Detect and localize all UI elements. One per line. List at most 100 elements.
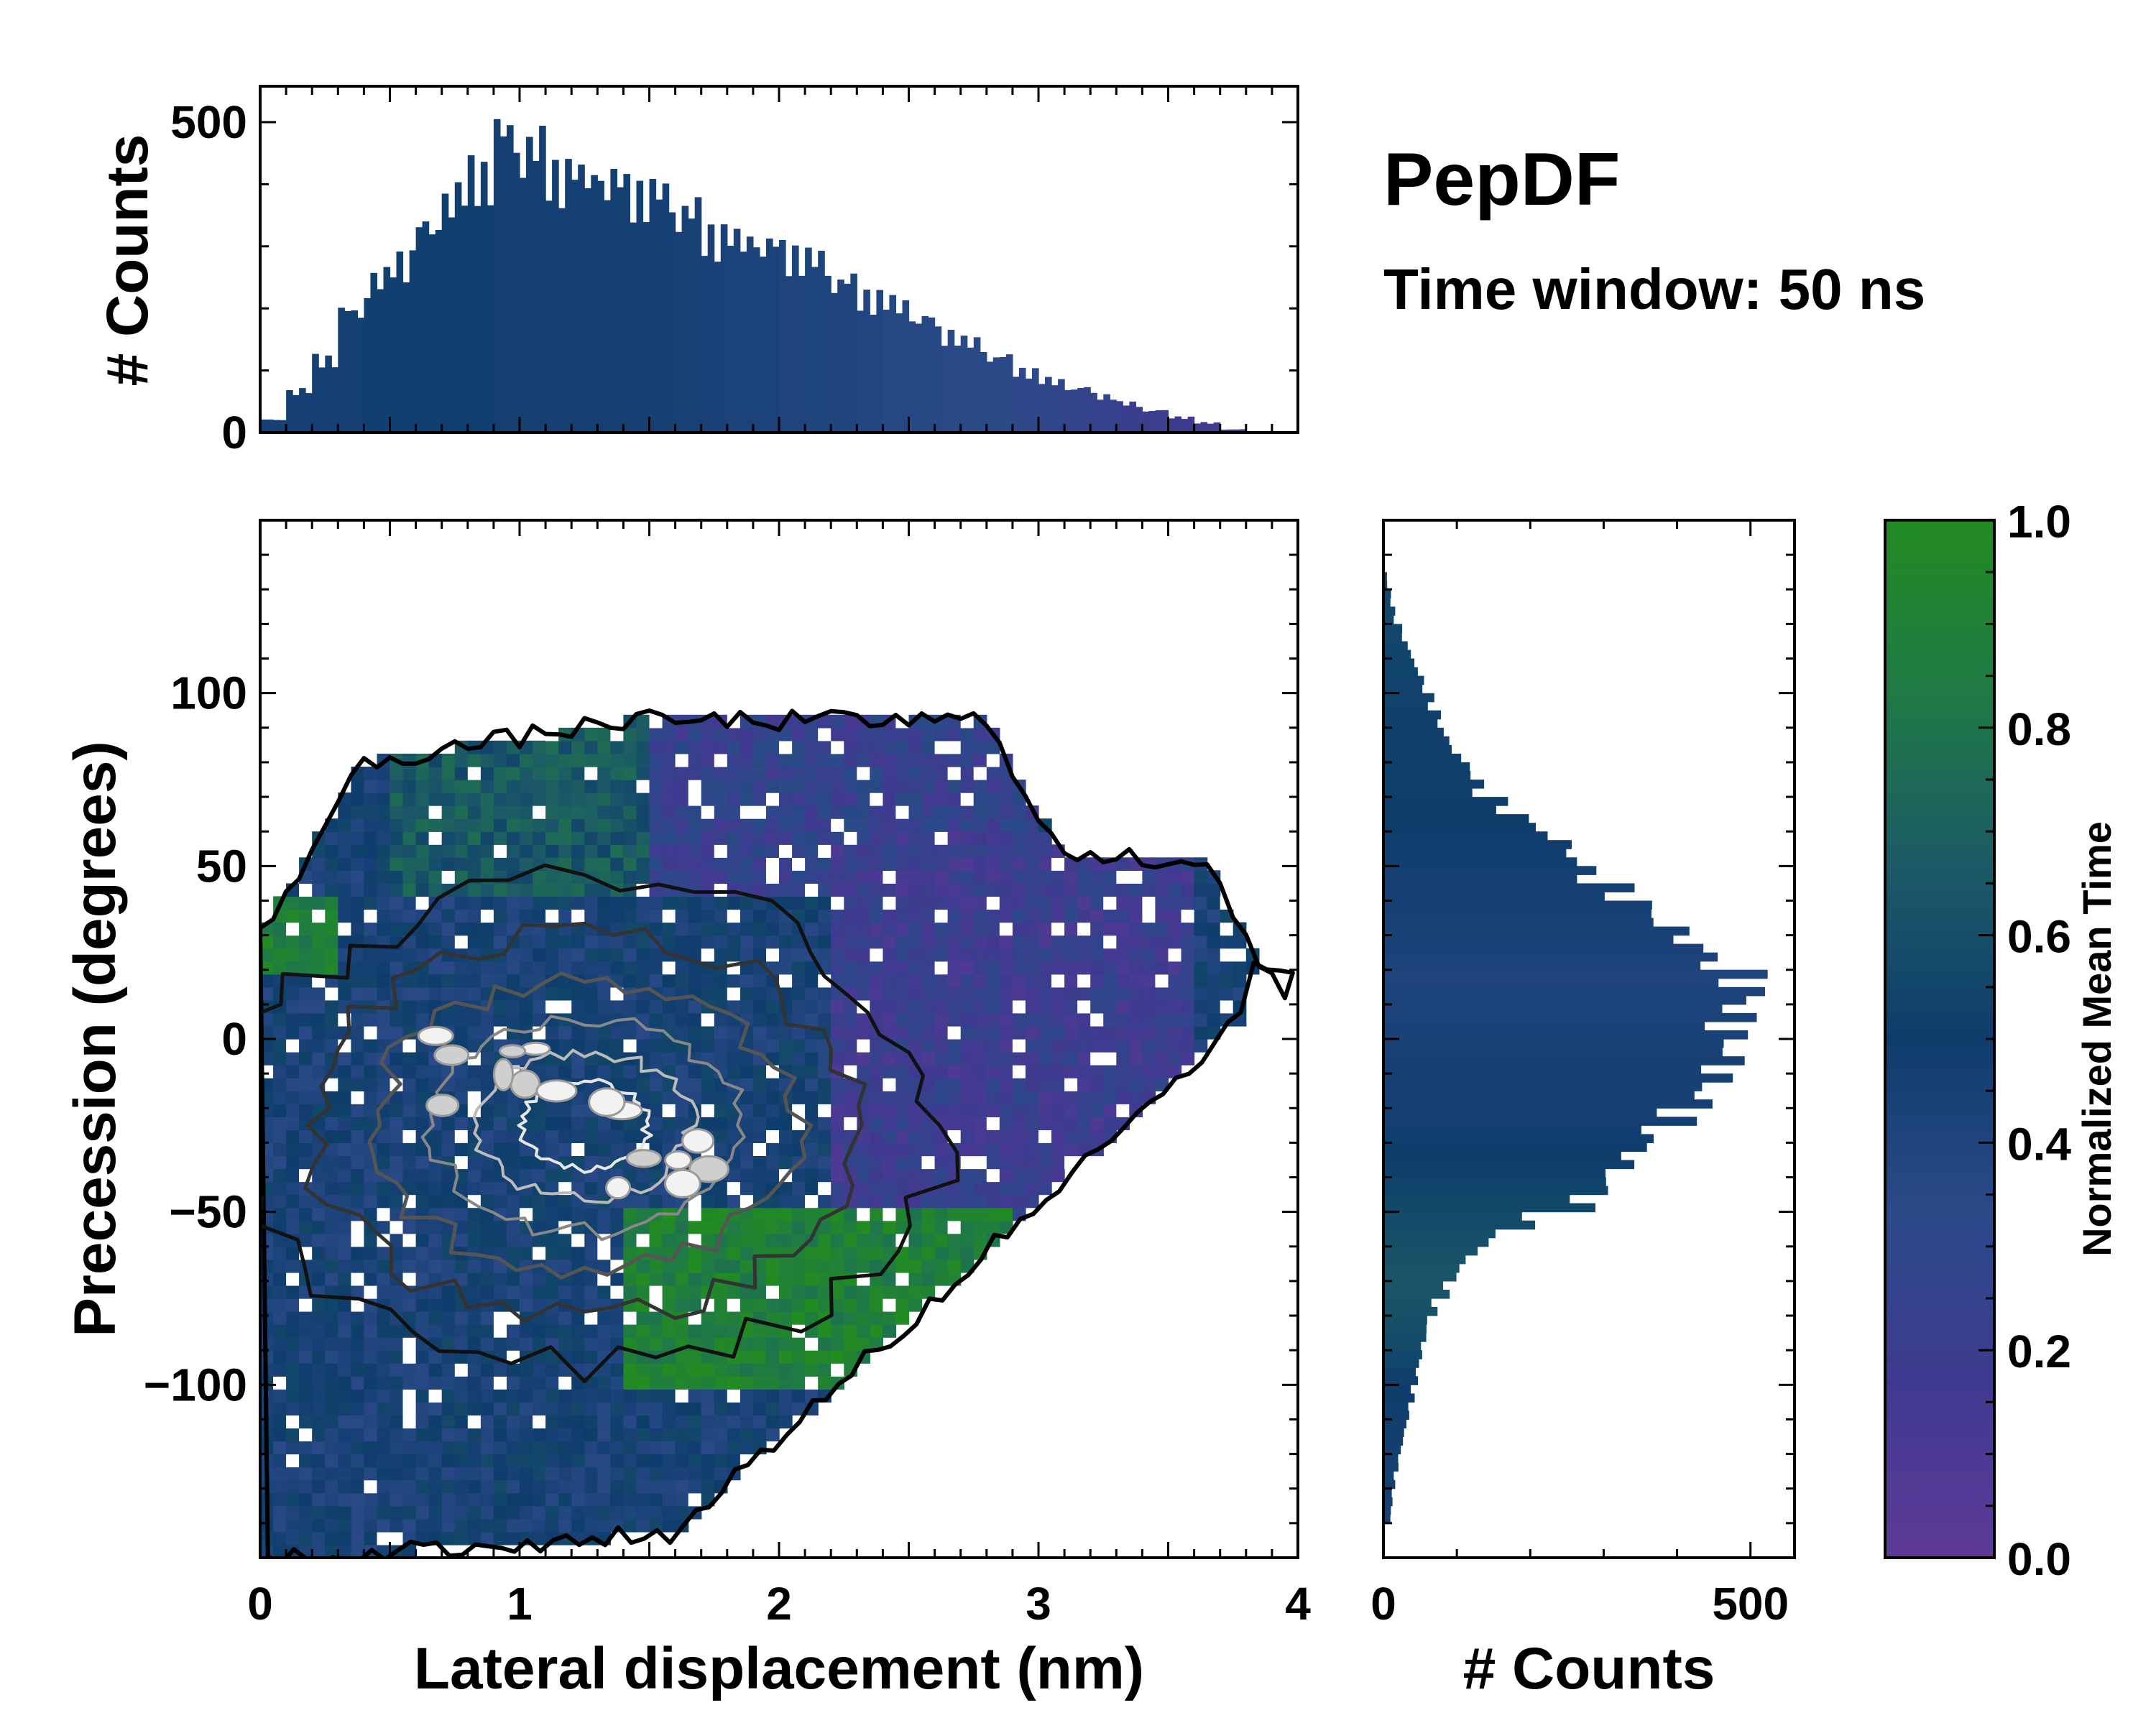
heatmap-cell <box>623 767 637 780</box>
heatmap-cell <box>883 727 897 741</box>
heatmap-cell <box>649 805 663 819</box>
heatmap-cell <box>623 740 637 754</box>
heatmap-cell <box>921 818 936 832</box>
heatmap-cell <box>675 1259 689 1273</box>
heatmap-cell <box>818 948 831 962</box>
heatmap-cell <box>1012 831 1026 845</box>
heatmap-cell <box>402 896 417 910</box>
heatmap-cell <box>1064 1129 1078 1143</box>
top-histogram-bar <box>1207 423 1215 433</box>
heatmap-cell <box>377 1466 391 1481</box>
heatmap-cell <box>273 1492 287 1507</box>
heatmap-cell <box>1025 948 1039 962</box>
heatmap-cell <box>636 896 650 910</box>
top-histogram-bar <box>480 162 488 433</box>
heatmap-cell <box>1129 1012 1143 1027</box>
heatmap-cell <box>662 999 676 1014</box>
heatmap-cell <box>441 961 456 975</box>
heatmap-cell <box>390 1441 404 1455</box>
heatmap-cell <box>1155 1012 1169 1027</box>
heatmap-cell <box>428 1428 443 1442</box>
heatmap-cell <box>312 1012 326 1027</box>
heatmap-cell <box>338 1194 351 1209</box>
heatmap-cell <box>390 883 404 897</box>
heatmap-cell <box>610 805 625 819</box>
top-histogram-bar <box>409 250 417 433</box>
heatmap-cell <box>766 1012 780 1027</box>
heatmap-cell <box>1181 948 1195 962</box>
heatmap-cell <box>662 1272 676 1286</box>
heatmap-cell <box>312 1272 326 1286</box>
density-peak-blob <box>605 1175 632 1200</box>
heatmap-cell <box>428 909 443 923</box>
heatmap-cell <box>364 844 378 858</box>
heatmap-cell <box>701 1479 715 1494</box>
heatmap-cell <box>870 1142 883 1157</box>
heatmap-cell <box>714 727 728 741</box>
heatmap-cell <box>1194 870 1208 884</box>
heatmap-cell <box>441 1492 456 1507</box>
heatmap-cell-empty <box>441 870 456 884</box>
heatmap-cell <box>273 1298 287 1312</box>
heatmap-cell <box>636 935 650 949</box>
heatmap-cell <box>1051 1117 1065 1130</box>
heatmap-cell <box>454 1492 469 1507</box>
heatmap-cell <box>714 1142 728 1157</box>
heatmap-cell <box>623 1466 637 1481</box>
heatmap-cell <box>752 844 767 858</box>
heatmap-cell <box>818 1052 831 1066</box>
heatmap-cell-empty <box>1220 999 1234 1014</box>
heatmap-cell <box>675 1065 689 1078</box>
heatmap-cell <box>415 870 430 884</box>
top-histogram-bar <box>980 352 987 433</box>
heatmap-cell <box>701 909 715 923</box>
heatmap-cell <box>312 1207 326 1221</box>
heatmap-cell <box>805 974 819 988</box>
heatmap-cell <box>752 1104 767 1117</box>
heatmap-cell <box>428 935 443 949</box>
heatmap-cell <box>558 1259 572 1273</box>
heatmap-cell <box>584 1272 598 1286</box>
heatmap-cell <box>273 1505 287 1520</box>
heatmap-cell-empty <box>831 818 844 832</box>
heatmap-cell <box>844 1350 857 1364</box>
heatmap-cell <box>480 1181 494 1196</box>
heatmap-cell <box>364 1078 378 1091</box>
heatmap-cell <box>999 883 1013 897</box>
heatmap-cell <box>779 909 793 923</box>
heatmap-cell <box>818 1091 831 1104</box>
heatmap-cell <box>844 767 857 780</box>
heatmap-cell <box>402 999 417 1014</box>
heatmap-cell <box>714 1052 728 1066</box>
heatmap-cell <box>584 844 598 858</box>
heatmap-cell <box>701 883 715 897</box>
heatmap-cell <box>1012 1168 1026 1183</box>
density-peak-blob <box>664 1150 692 1170</box>
heatmap-cell <box>1129 1065 1143 1078</box>
heatmap-cell <box>351 987 365 1001</box>
top-histogram-bar <box>370 272 377 433</box>
heatmap-cell <box>1142 883 1156 897</box>
heatmap-cell <box>740 767 754 780</box>
heatmap-cell <box>688 831 702 845</box>
heatmap-cell <box>701 1311 715 1325</box>
heatmap-cell <box>752 1298 767 1312</box>
heatmap-cell <box>597 1168 611 1183</box>
heatmap-cell <box>805 767 819 780</box>
heatmap-cell <box>908 767 923 780</box>
density-peak-blob <box>688 1155 729 1183</box>
top-histogram-bar <box>863 290 870 433</box>
heatmap-cell <box>480 1078 494 1091</box>
heatmap-cell <box>1077 1025 1091 1040</box>
heatmap-cell <box>584 1441 598 1455</box>
heatmap-cell <box>454 1117 469 1130</box>
heatmap-cell <box>870 767 883 780</box>
heatmap-cell <box>1194 974 1208 988</box>
heatmap-cell <box>273 1052 287 1066</box>
heatmap-cell <box>1025 935 1039 949</box>
top-histogram-bar <box>759 257 767 433</box>
heatmap-cell <box>1025 1142 1039 1157</box>
heatmap-cell <box>883 1142 897 1157</box>
heatmap-cell <box>428 1246 443 1260</box>
